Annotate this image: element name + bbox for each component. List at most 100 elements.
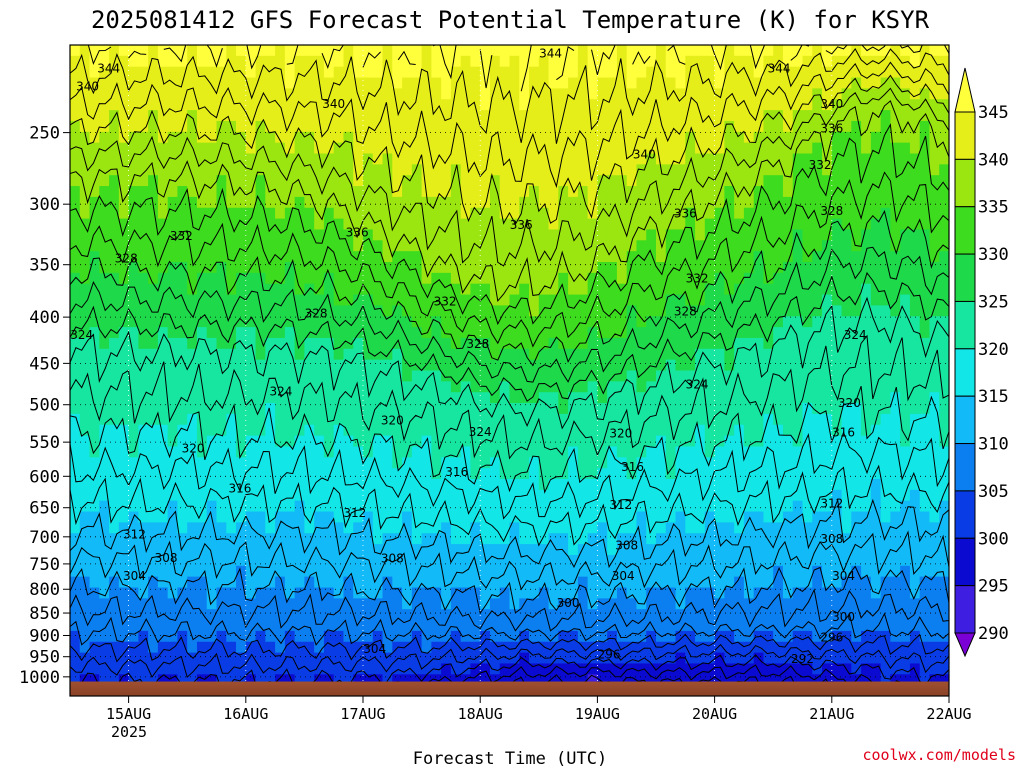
x-tick-label: 21AUG <box>809 705 854 723</box>
contour-label: 320 <box>381 414 404 428</box>
colorbar-swatch <box>954 490 976 539</box>
y-tick-label: 750 <box>29 555 60 575</box>
y-tick-label: 1000 <box>19 668 60 688</box>
contour-line <box>70 565 949 615</box>
contour-line <box>70 334 949 460</box>
contour-lines <box>70 45 949 696</box>
y-tick-label: 950 <box>29 648 60 668</box>
contour-label: 308 <box>381 552 404 566</box>
contour-label: 308 <box>155 551 178 565</box>
colorbar-label: 315 <box>978 387 1009 407</box>
contour-label: 300 <box>832 610 855 624</box>
contour-line <box>286 45 299 65</box>
contour-label: 316 <box>445 465 468 479</box>
colorbar-swatch <box>954 111 976 160</box>
colorbar-label: 335 <box>978 198 1009 218</box>
contour-line <box>70 430 949 520</box>
contour-label: 324 <box>469 425 492 439</box>
contour-line <box>632 51 651 65</box>
contour-line <box>70 271 949 402</box>
contour-line <box>861 45 949 54</box>
contour-line <box>70 643 949 679</box>
y-tick-label: 800 <box>29 580 60 600</box>
contour-line <box>87 45 112 65</box>
contour-label: 328 <box>674 305 697 319</box>
contour-label: 320 <box>609 426 632 440</box>
y-tick-label: 700 <box>29 528 60 548</box>
contour-label: 304 <box>612 569 635 583</box>
contour-label: 312 <box>123 528 146 542</box>
contour-line <box>70 171 949 348</box>
grid-lines <box>70 45 949 696</box>
contour-label: 332 <box>686 271 709 285</box>
x-tick-label: 17AUG <box>340 705 385 723</box>
x-tick-label: 22AUG <box>926 705 971 723</box>
year-label: 2025 <box>111 723 147 741</box>
y-tick-label: 350 <box>29 256 60 276</box>
colorbar-label: 310 <box>978 435 1009 455</box>
contour-label: 324 <box>686 377 709 391</box>
contour-line <box>70 296 949 430</box>
y-tick-label: 500 <box>29 396 60 416</box>
contour-line <box>70 209 949 367</box>
plot-frame <box>69 44 950 697</box>
contour-label: 328 <box>466 337 489 351</box>
contour-label: 324 <box>70 328 93 342</box>
contour-label: 312 <box>343 506 366 520</box>
contour-line <box>70 246 949 383</box>
contour-label: 320 <box>182 441 205 455</box>
ground-surface <box>70 681 949 696</box>
contour-label: 340 <box>322 97 345 111</box>
contour-label: 316 <box>228 481 251 495</box>
contour-label: 292 <box>791 652 814 666</box>
colorbar-top-arrow <box>954 67 976 113</box>
contour-label: 328 <box>115 251 138 265</box>
contour-line <box>70 464 949 547</box>
contour-line <box>70 633 949 663</box>
y-tick-label: 300 <box>29 195 60 215</box>
contour-label: 308 <box>820 532 843 546</box>
y-tick-label: 250 <box>29 124 60 144</box>
x-tick-label: 15AUG <box>106 705 151 723</box>
colorbar-bottom-arrow <box>954 632 976 658</box>
y-axis: 2503003504004505005506006507007508008509… <box>19 124 70 688</box>
contour-line <box>556 45 575 81</box>
contour-label: 304 <box>123 569 146 583</box>
colorbar-label: 300 <box>978 529 1009 549</box>
x-tick-label: 16AUG <box>223 705 268 723</box>
contour-label: 328 <box>820 204 843 218</box>
contour-label: 332 <box>170 229 193 243</box>
contour-line <box>206 45 223 68</box>
colorbar-label: 325 <box>978 292 1009 312</box>
colorbar-swatch <box>954 443 976 492</box>
contour-line <box>433 45 457 80</box>
colorbar: 345 340 335 330 325 320 315 310 305 300 295 290 <box>954 67 1009 658</box>
contour-label: 316 <box>621 460 644 474</box>
contour-label: 344 <box>97 61 120 75</box>
color-fill-layer <box>70 45 949 696</box>
contour-label: 312 <box>820 496 843 510</box>
contour-line <box>246 45 262 70</box>
contour-line <box>128 50 147 59</box>
contour-label: 336 <box>510 218 533 232</box>
contour-line <box>591 45 616 75</box>
credit-link[interactable]: coolwx.com/models <box>862 746 1016 764</box>
y-tick-label: 450 <box>29 354 60 374</box>
contour-line <box>790 45 810 61</box>
x-axis: 15AUG 16AUG 17AUG 18AUG 19AUG 20AUG 21AUG 22AUG <box>106 696 972 723</box>
y-tick-label: 650 <box>29 499 60 519</box>
colorbar-swatch <box>954 253 976 302</box>
contour-line <box>70 74 949 226</box>
contour-label: 312 <box>609 498 632 512</box>
colorbar-swatch <box>954 395 976 445</box>
contour-label: 336 <box>674 207 697 221</box>
contour-label: 300 <box>557 596 580 610</box>
contour-label: 340 <box>76 79 99 93</box>
colorbar-label: 305 <box>978 482 1009 502</box>
colorbar-label: 290 <box>978 624 1009 644</box>
contour-label: 332 <box>809 158 832 172</box>
contour-label: 324 <box>844 328 867 342</box>
contour-label: 308 <box>615 539 638 553</box>
y-tick-label: 400 <box>29 308 60 328</box>
colorbar-label: 295 <box>978 577 1009 597</box>
